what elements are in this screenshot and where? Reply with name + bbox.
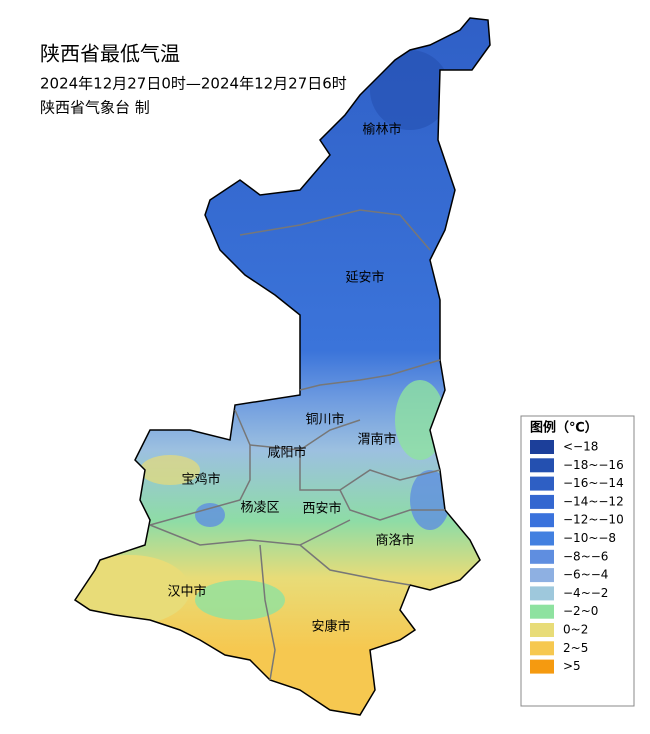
map-period: 2024年12月27日0时—2024年12月27日6时 <box>40 75 347 93</box>
legend-label: −14~−12 <box>563 494 624 508</box>
city-label: 西安市 <box>302 501 341 517</box>
legend-swatch <box>530 494 554 509</box>
city-label: 咸阳市 <box>267 445 306 461</box>
legend-swatch <box>530 440 554 454</box>
city-label: 铜川市 <box>305 412 344 428</box>
legend-swatch <box>530 623 554 637</box>
legend-swatch <box>530 513 554 528</box>
city-label: 渭南市 <box>357 432 396 448</box>
legend-title: 图例（℃） <box>530 420 598 436</box>
legend-label: 0~2 <box>563 623 588 637</box>
legend-swatch <box>530 641 554 656</box>
city-label: 商洛市 <box>375 533 414 549</box>
legend-label: −6~−4 <box>563 568 608 582</box>
legend: <−18 −18~−16 −16~−14 −14~−12 −12~−10 −10~−8 −8… <box>530 440 624 674</box>
legend-label: 2~5 <box>563 641 588 655</box>
city-label: 安康市 <box>311 619 350 635</box>
temperature-field <box>75 18 490 715</box>
legend-swatch <box>530 549 554 564</box>
legend-label: −2~0 <box>563 604 598 618</box>
legend-swatch <box>530 659 554 674</box>
legend-swatch <box>530 531 554 546</box>
legend-label: −16~−14 <box>563 476 624 490</box>
city-label: 汉中市 <box>167 584 206 600</box>
legend-swatch <box>530 568 554 583</box>
boundaries <box>149 209 445 681</box>
city-label: 杨凌区 <box>240 501 279 516</box>
legend-label: <−18 <box>563 440 598 454</box>
legend-swatch <box>530 458 554 473</box>
legend-label: −10~−8 <box>563 531 616 545</box>
map-issuer: 陕西省气象台 制 <box>40 99 150 117</box>
city-label: 榆林市 <box>362 122 401 138</box>
map-title: 陕西省最低气温 <box>40 42 180 66</box>
city-label: 延安市 <box>345 270 384 286</box>
legend-swatch <box>530 604 554 619</box>
legend-label: >5 <box>563 659 581 673</box>
legend-label: −12~−10 <box>563 513 624 527</box>
legend-label: −8~−6 <box>563 549 608 563</box>
legend-swatch <box>530 476 554 491</box>
legend-label: −18~−16 <box>563 458 624 472</box>
legend-label: −4~−2 <box>563 586 608 600</box>
legend-swatch <box>530 586 554 601</box>
city-label: 宝鸡市 <box>181 472 220 488</box>
